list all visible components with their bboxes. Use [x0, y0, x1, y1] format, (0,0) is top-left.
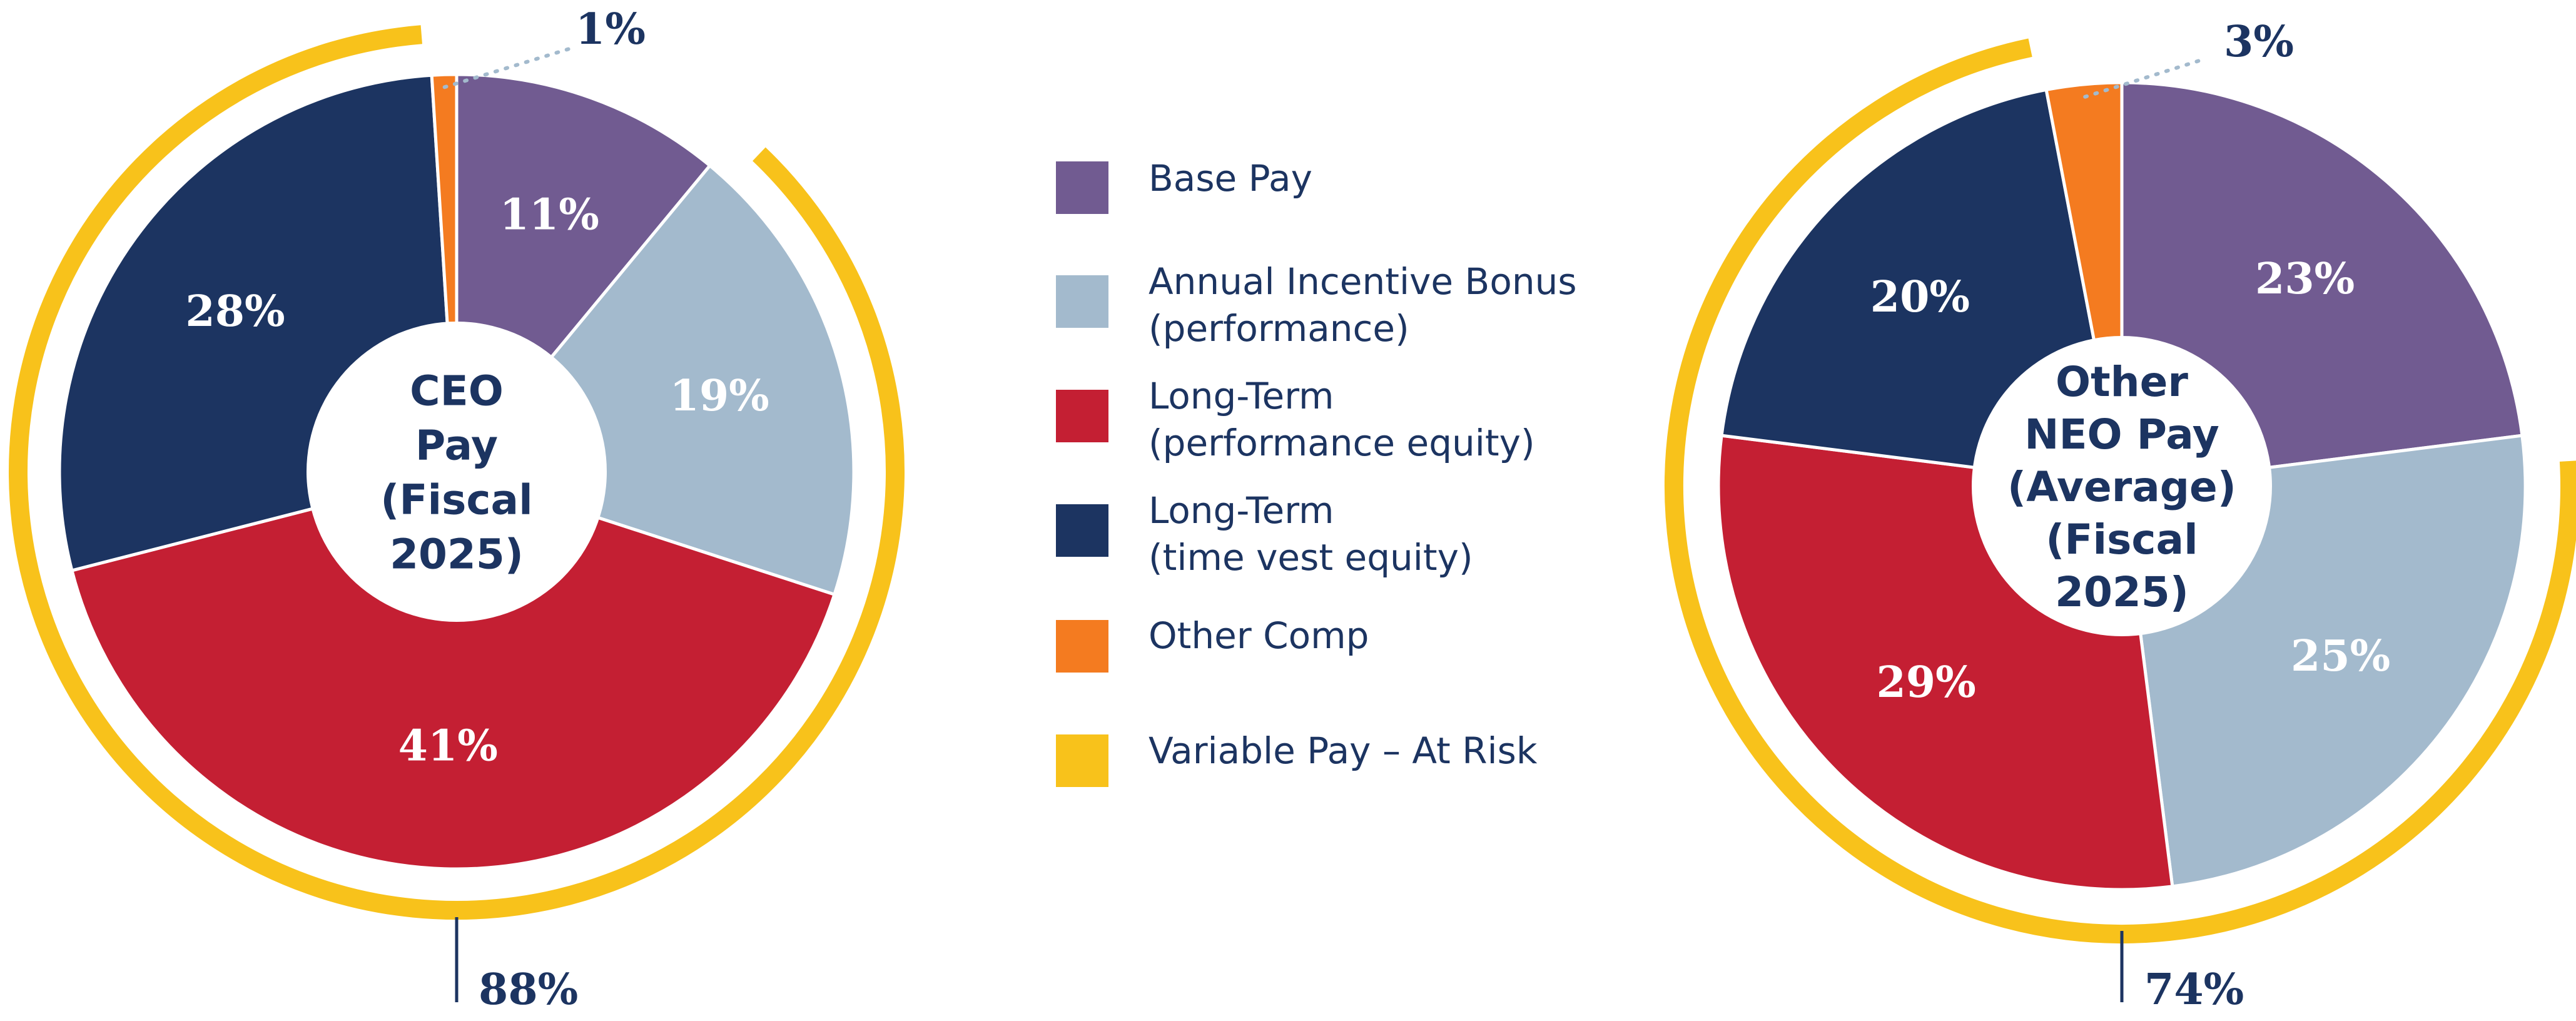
other-neo-pay-pie-chart: Other NEO Pay (Average) (Fiscal 2025) 23% 25% 2…	[1664, 17, 2576, 1015]
legend-label-other-comp: Other Comp	[1149, 614, 1369, 657]
neo-center-title: Other NEO Pay (Average) (Fiscal 2025)	[2007, 358, 2236, 616]
legend-label-long-term-performance-equity: Long-Term (performance equity)	[1149, 375, 1535, 464]
legend-item-base-pay: Base Pay	[1056, 157, 1312, 214]
legend-swatch-long-term-performance-equity	[1056, 390, 1108, 442]
neo-variable-pay-label: 74%	[2144, 965, 2244, 1015]
ceo-variable-pay-label: 88%	[479, 965, 578, 1015]
legend-label-variable-pay-at-risk: Variable Pay – At Risk	[1149, 729, 1538, 772]
neo-label-annual-incentive-bonus-performance: 25%	[2291, 631, 2390, 681]
legend-item-long-term-performance-equity: Long-Term (performance equity)	[1056, 375, 1535, 464]
ceo-variable-pay-ring	[9, 25, 905, 920]
legend-item-variable-pay-at-risk: Variable Pay – At Risk	[1056, 729, 1538, 787]
neo-label-long-term-performance-equity: 29%	[1876, 658, 1975, 708]
legend-item-annual-incentive-bonus-performance: Annual Incentive Bonus (performance)	[1056, 260, 1577, 350]
legend-label-annual-incentive-bonus-performance: Annual Incentive Bonus (performance)	[1149, 260, 1577, 350]
ceo-pay-pie-chart: CEO Pay (Fiscal 2025) 11% 19% 41% 28% 1% 88%	[9, 4, 905, 1015]
neo-label-base-pay: 23%	[2255, 254, 2355, 304]
neo-variable-pay-ring	[1664, 38, 2576, 943]
ceo-label-other-comp: 1%	[576, 4, 646, 54]
legend-label-long-term-time-vest-equity: Long-Term (time vest equity)	[1149, 489, 1473, 579]
legend: Base Pay Annual Incentive Bonus (performan…	[1056, 157, 1577, 787]
ceo-label-annual-incentive-bonus-performance: 19%	[670, 371, 769, 421]
ceo-center-title: CEO Pay (Fiscal 2025)	[380, 367, 532, 579]
neo-other-comp-leader	[2083, 58, 2205, 99]
ceo-slice-long-term-performance-equity	[69, 470, 837, 871]
legend-swatch-other-comp	[1056, 620, 1108, 673]
ceo-center-hole	[307, 322, 607, 622]
ceo-other-comp-leader	[442, 45, 577, 89]
legend-swatch-long-term-time-vest-equity	[1056, 504, 1108, 557]
neo-label-long-term-time-vest-equity: 20%	[1870, 272, 1970, 322]
legend-label-base-pay: Base Pay	[1149, 157, 1312, 200]
neo-center-hole	[1972, 336, 2272, 636]
ceo-label-long-term-time-vest-equity: 28%	[185, 287, 285, 337]
legend-swatch-annual-incentive-bonus-performance	[1056, 275, 1108, 328]
ceo-label-long-term-performance-equity: 41%	[398, 721, 498, 771]
legend-swatch-base-pay	[1056, 161, 1108, 214]
legend-item-other-comp: Other Comp	[1056, 614, 1369, 673]
ceo-label-base-pay: 11%	[500, 190, 599, 240]
legend-swatch-variable-pay-at-risk	[1056, 734, 1108, 787]
legend-item-long-term-time-vest-equity: Long-Term (time vest equity)	[1056, 489, 1473, 579]
neo-label-other-comp: 3%	[2224, 17, 2294, 67]
